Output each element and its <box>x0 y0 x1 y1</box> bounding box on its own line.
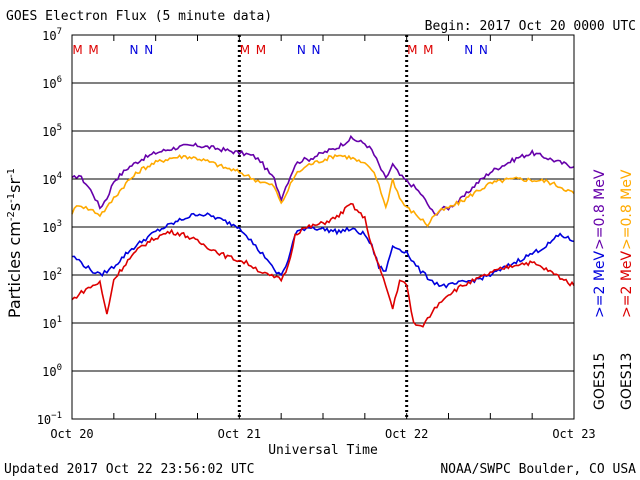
x-axis-label: Universal Time <box>268 443 378 458</box>
marker-M: M <box>423 43 433 57</box>
x-tick-label: Oct 23 <box>552 427 595 441</box>
y-tick-label: 105 <box>42 123 62 139</box>
marker-M: M <box>88 43 98 57</box>
marker-N: N <box>130 43 139 57</box>
legend-goes15: GOES15 <box>592 353 608 410</box>
marker-N: N <box>312 43 321 57</box>
chart-title: GOES Electron Flux (5 minute data) <box>6 9 272 24</box>
marker-N: N <box>144 43 153 57</box>
begin-timestamp: Begin: 2017 Oct 20 0000 UTC <box>425 19 636 34</box>
series-layer <box>71 134 575 328</box>
y-tick-labels: 10−1 100 101 102 103 104 105 106 107 <box>37 27 574 427</box>
marker-N: N <box>464 43 473 57</box>
y-tick-label: 101 <box>42 315 62 331</box>
marker-M: M <box>256 43 266 57</box>
x-tick-labels: Oct 20 Oct 21 Oct 22 Oct 23 <box>50 35 596 441</box>
legend-goes15-lo: >=0.8 MeV <box>592 169 608 250</box>
y-tick-label: 107 <box>42 27 62 43</box>
x-tick-label: Oct 22 <box>385 427 428 441</box>
marker-M: M <box>72 43 82 57</box>
series-goes15_hi <box>71 212 575 289</box>
y-tick-label: 10−1 <box>37 411 62 427</box>
x-tick-label: Oct 21 <box>218 427 261 441</box>
y-tick-label: 100 <box>42 363 62 379</box>
marker-M: M <box>240 43 250 57</box>
y-axis-label: Particles cm-2s-1sr-1 <box>5 168 24 318</box>
series-goes13_hi <box>71 202 575 328</box>
updated-timestamp: Updated 2017 Oct 22 23:56:02 UTC <box>4 462 254 477</box>
legend-goes13-lo: >=0.8 MeV <box>619 169 635 250</box>
marker-M: M <box>407 43 417 57</box>
legend-goes13-hi: >=2 MeV <box>619 250 635 318</box>
y-tick-label: 102 <box>42 267 62 283</box>
series-goes13_lo <box>71 154 575 228</box>
x-tick-label: Oct 20 <box>50 427 93 441</box>
legend-goes13: GOES13 <box>619 353 635 410</box>
y-tick-label: 103 <box>42 219 62 235</box>
marker-N: N <box>297 43 306 57</box>
legend-goes15-hi: >=2 MeV <box>592 250 608 318</box>
series-goes15_lo <box>71 134 575 216</box>
y-tick-label: 104 <box>42 171 62 187</box>
y-tick-label: 106 <box>42 75 62 91</box>
marker-N: N <box>479 43 488 57</box>
credit-text: NOAA/SWPC Boulder, CO USA <box>440 462 636 477</box>
